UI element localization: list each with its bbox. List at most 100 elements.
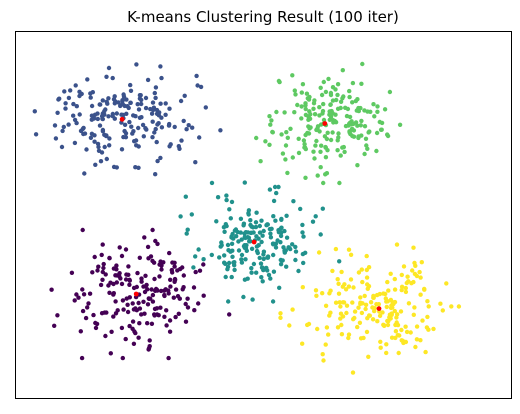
data-point	[323, 303, 329, 308]
data-point	[358, 123, 363, 128]
data-point	[150, 292, 156, 298]
data-point	[129, 124, 134, 129]
points-layer	[32, 61, 462, 375]
data-point	[245, 276, 250, 281]
data-point	[338, 304, 343, 309]
data-point	[112, 94, 117, 99]
data-point	[313, 288, 319, 293]
data-point	[399, 284, 405, 289]
data-point	[366, 354, 371, 359]
data-point	[136, 165, 141, 170]
data-point	[388, 271, 393, 276]
data-point	[86, 301, 91, 306]
data-point	[183, 194, 188, 199]
data-point	[153, 126, 158, 132]
data-point	[224, 197, 229, 203]
data-point	[323, 342, 328, 347]
data-point	[74, 292, 79, 297]
data-point	[384, 299, 389, 304]
cluster-dark-blue	[32, 62, 223, 177]
data-point	[185, 305, 191, 310]
data-point	[139, 115, 144, 120]
cluster-green	[254, 61, 403, 186]
data-point	[122, 122, 128, 128]
data-point	[99, 311, 105, 316]
data-point	[136, 335, 141, 340]
data-point	[222, 229, 227, 234]
data-point	[344, 113, 350, 119]
data-point	[159, 125, 165, 130]
data-point	[283, 157, 288, 162]
data-point	[88, 95, 93, 100]
data-point	[290, 155, 295, 160]
data-point	[143, 273, 148, 278]
data-point	[317, 105, 322, 110]
data-point	[150, 299, 156, 304]
data-point	[364, 253, 369, 259]
data-point	[186, 123, 191, 128]
data-point	[333, 300, 339, 305]
data-point	[426, 327, 431, 332]
data-point	[350, 80, 356, 86]
data-point	[74, 120, 79, 126]
data-point	[277, 285, 282, 290]
data-point	[282, 110, 287, 115]
data-point	[168, 277, 173, 282]
data-point	[146, 256, 151, 261]
data-point	[254, 135, 259, 141]
centroid-4-marker	[133, 291, 139, 297]
data-point	[143, 95, 149, 101]
data-point	[218, 128, 223, 133]
data-point	[316, 250, 322, 255]
data-point	[422, 286, 427, 292]
data-point	[249, 266, 254, 271]
data-point	[320, 206, 325, 211]
data-point	[103, 107, 108, 112]
data-point	[413, 344, 418, 350]
data-point	[92, 139, 97, 144]
data-point	[121, 134, 126, 140]
data-point	[321, 180, 326, 186]
data-point	[239, 252, 245, 258]
data-point	[352, 309, 358, 314]
data-point	[335, 82, 341, 87]
plot-frame	[15, 31, 512, 399]
data-point	[350, 300, 355, 305]
data-point	[324, 325, 330, 330]
data-point	[306, 321, 312, 327]
data-point	[340, 96, 345, 101]
data-point	[62, 89, 67, 94]
data-point	[307, 109, 312, 114]
data-point	[61, 124, 66, 130]
data-point	[134, 62, 139, 67]
data-point	[273, 218, 278, 223]
data-point	[119, 325, 125, 331]
data-point	[385, 279, 390, 285]
data-point	[330, 130, 335, 135]
data-point	[98, 159, 104, 164]
data-point	[98, 102, 103, 107]
data-point	[198, 84, 204, 90]
data-point	[69, 270, 75, 275]
data-point	[158, 101, 163, 106]
data-point	[63, 101, 68, 106]
data-point	[399, 287, 404, 293]
data-point	[366, 130, 371, 135]
data-point	[311, 149, 316, 154]
data-point	[307, 126, 312, 131]
data-point	[339, 269, 344, 275]
data-point	[106, 65, 112, 71]
data-point	[227, 312, 232, 317]
data-point	[260, 279, 265, 284]
data-point	[100, 129, 106, 134]
data-point	[156, 313, 161, 318]
data-point	[374, 130, 380, 136]
data-point	[282, 248, 287, 253]
data-point	[114, 263, 119, 268]
data-point	[142, 235, 147, 240]
data-point	[127, 323, 132, 329]
data-point	[139, 312, 144, 317]
data-point	[257, 223, 262, 229]
data-point	[278, 311, 283, 316]
data-point	[404, 280, 409, 286]
